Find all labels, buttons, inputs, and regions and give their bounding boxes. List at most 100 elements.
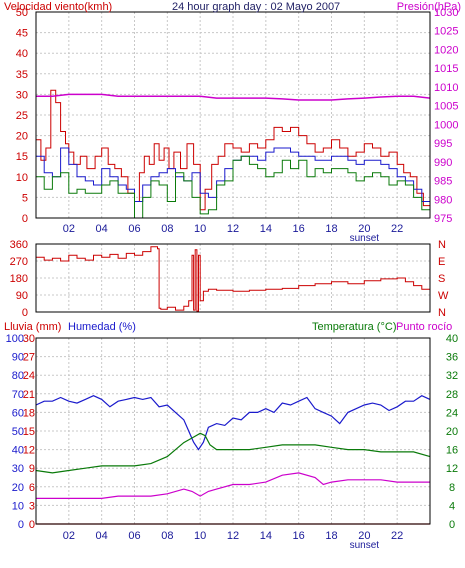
rain-tick-label: 21: [23, 389, 35, 401]
wind-speed-tick-label: 25: [16, 110, 28, 122]
x-tick-label: 02: [63, 530, 75, 542]
temperature-tick-label: 0: [449, 519, 455, 531]
dew-point-axis-label: Punto rocío: [396, 321, 452, 333]
pressure-tick-label: 990: [434, 157, 452, 169]
pressure-tick-label: 975: [434, 213, 452, 225]
x-tick-label: 12: [227, 223, 239, 235]
axes-layer: [35, 11, 431, 525]
temperature-tick-label: 40: [446, 333, 458, 345]
wind-direction-series: [36, 246, 431, 312]
pressure-tick-label: 1020: [434, 44, 458, 56]
direction-degree-tick-label: 90: [16, 290, 28, 302]
x-tick-label: 02: [63, 223, 75, 235]
x-tick-label: 20: [358, 530, 370, 542]
humidity-tick-label: 0: [18, 519, 24, 531]
wind-speed-tick-label: 15: [16, 151, 28, 163]
humidity-tick-label: 80: [12, 370, 24, 382]
rain-tick-label: 15: [23, 426, 35, 438]
rain-tick-label: 24: [23, 370, 35, 382]
humidity-axis-label: Humedad (%): [68, 321, 136, 333]
humidity-tick-label: 50: [12, 426, 24, 438]
gridlines-layer: [36, 12, 430, 524]
x-tick-label: 20: [358, 223, 370, 235]
temperature-tick-label: 4: [449, 500, 455, 512]
x-tick-label: 04: [96, 223, 108, 235]
x-tick-label: 14: [260, 223, 272, 235]
direction-compass-tick-label: S: [438, 273, 445, 285]
direction-compass-tick-label: W: [438, 290, 449, 302]
rain-tick-label: 9: [29, 463, 35, 475]
wind-speed-tick-label: 10: [16, 172, 28, 184]
x-tick-label: 22: [391, 530, 403, 542]
direction-compass-tick-label: N: [438, 307, 446, 319]
direction-degree-tick-label: 0: [22, 307, 28, 319]
rain-tick-label: 3: [29, 500, 35, 512]
x-tick-label: 04: [96, 530, 108, 542]
pressure-tick-label: 995: [434, 138, 452, 150]
pressure-tick-label: 1030: [434, 7, 458, 19]
direction-compass-tick-label: E: [438, 256, 445, 268]
humidity-series: [35, 395, 431, 451]
wind-speed-tick-label: 0: [22, 213, 28, 225]
humidity-tick-label: 70: [12, 389, 24, 401]
temperature-tick-label: 32: [446, 370, 458, 382]
dew-point-series: [36, 472, 430, 499]
text-layer: 0510152025303540455097598098599099510001…: [4, 1, 461, 551]
x-tick-label: 12: [227, 530, 239, 542]
pressure-series: [36, 93, 431, 101]
rain-axis-label: Lluvia (mm): [4, 321, 61, 333]
wind-speed-tick-label: 50: [16, 7, 28, 19]
humidity-tick-label: 10: [12, 500, 24, 512]
panel-2-frame: [35, 243, 431, 313]
rain-tick-label: 18: [23, 407, 35, 419]
pressure-tick-label: 1005: [434, 101, 458, 113]
wind-minimum-series: [36, 155, 431, 219]
temperature-tick-label: 36: [446, 352, 458, 364]
temperature-tick-label: 24: [446, 407, 458, 419]
pressure-axis-label: Presión(hPa): [397, 1, 461, 13]
x-tick-label: 06: [128, 223, 140, 235]
chart-title: 24 hour graph day : 02 Mayo 2007: [172, 1, 340, 13]
temperature-tick-label: 12: [446, 463, 458, 475]
rain-tick-label: 6: [29, 482, 35, 494]
temperature-axis-label: Temperatura (°C): [312, 321, 396, 333]
wind-speed-tick-label: 45: [16, 28, 28, 40]
direction-degree-tick-label: 360: [10, 239, 28, 251]
panel-1-frame: [35, 11, 431, 219]
pressure-tick-label: 980: [434, 194, 452, 206]
temperature-tick-label: 28: [446, 389, 458, 401]
humidity-tick-label: 20: [12, 482, 24, 494]
x-tick-label: 08: [161, 530, 173, 542]
wind-speed-tick-label: 20: [16, 131, 28, 143]
x-tick-label: 10: [194, 530, 206, 542]
x-tick-label: 06: [128, 530, 140, 542]
wind-speed-tick-label: 35: [16, 69, 28, 81]
humidity-tick-label: 40: [12, 445, 24, 457]
pressure-tick-label: 985: [434, 176, 452, 188]
temperature-series: [35, 432, 431, 474]
rain-tick-label: 27: [23, 352, 35, 364]
x-tick-label: 08: [161, 223, 173, 235]
x-tick-label: 16: [293, 223, 305, 235]
pressure-tick-label: 1025: [434, 26, 458, 38]
wind-speed-tick-label: 40: [16, 48, 28, 60]
panel-3-frame: [35, 337, 431, 525]
x-tick-label: 14: [260, 530, 272, 542]
pressure-tick-label: 1015: [434, 63, 458, 75]
temperature-tick-label: 8: [449, 482, 455, 494]
wind-speed-tick-label: 30: [16, 89, 28, 101]
humidity-tick-label: 100: [6, 333, 24, 345]
rain-tick-label: 30: [23, 333, 35, 345]
x-tick-label: 22: [391, 223, 403, 235]
temperature-tick-label: 20: [446, 426, 458, 438]
humidity-tick-label: 90: [12, 352, 24, 364]
direction-degree-tick-label: 270: [10, 256, 28, 268]
rain-tick-label: 12: [23, 445, 35, 457]
wind-speed-tick-label: 5: [22, 192, 28, 204]
sunset-label: sunset: [350, 233, 380, 244]
sunset-label: sunset: [350, 540, 380, 551]
temperature-tick-label: 16: [446, 445, 458, 457]
wind-speed-axis-label: Velocidad viento(kmh): [4, 1, 112, 13]
